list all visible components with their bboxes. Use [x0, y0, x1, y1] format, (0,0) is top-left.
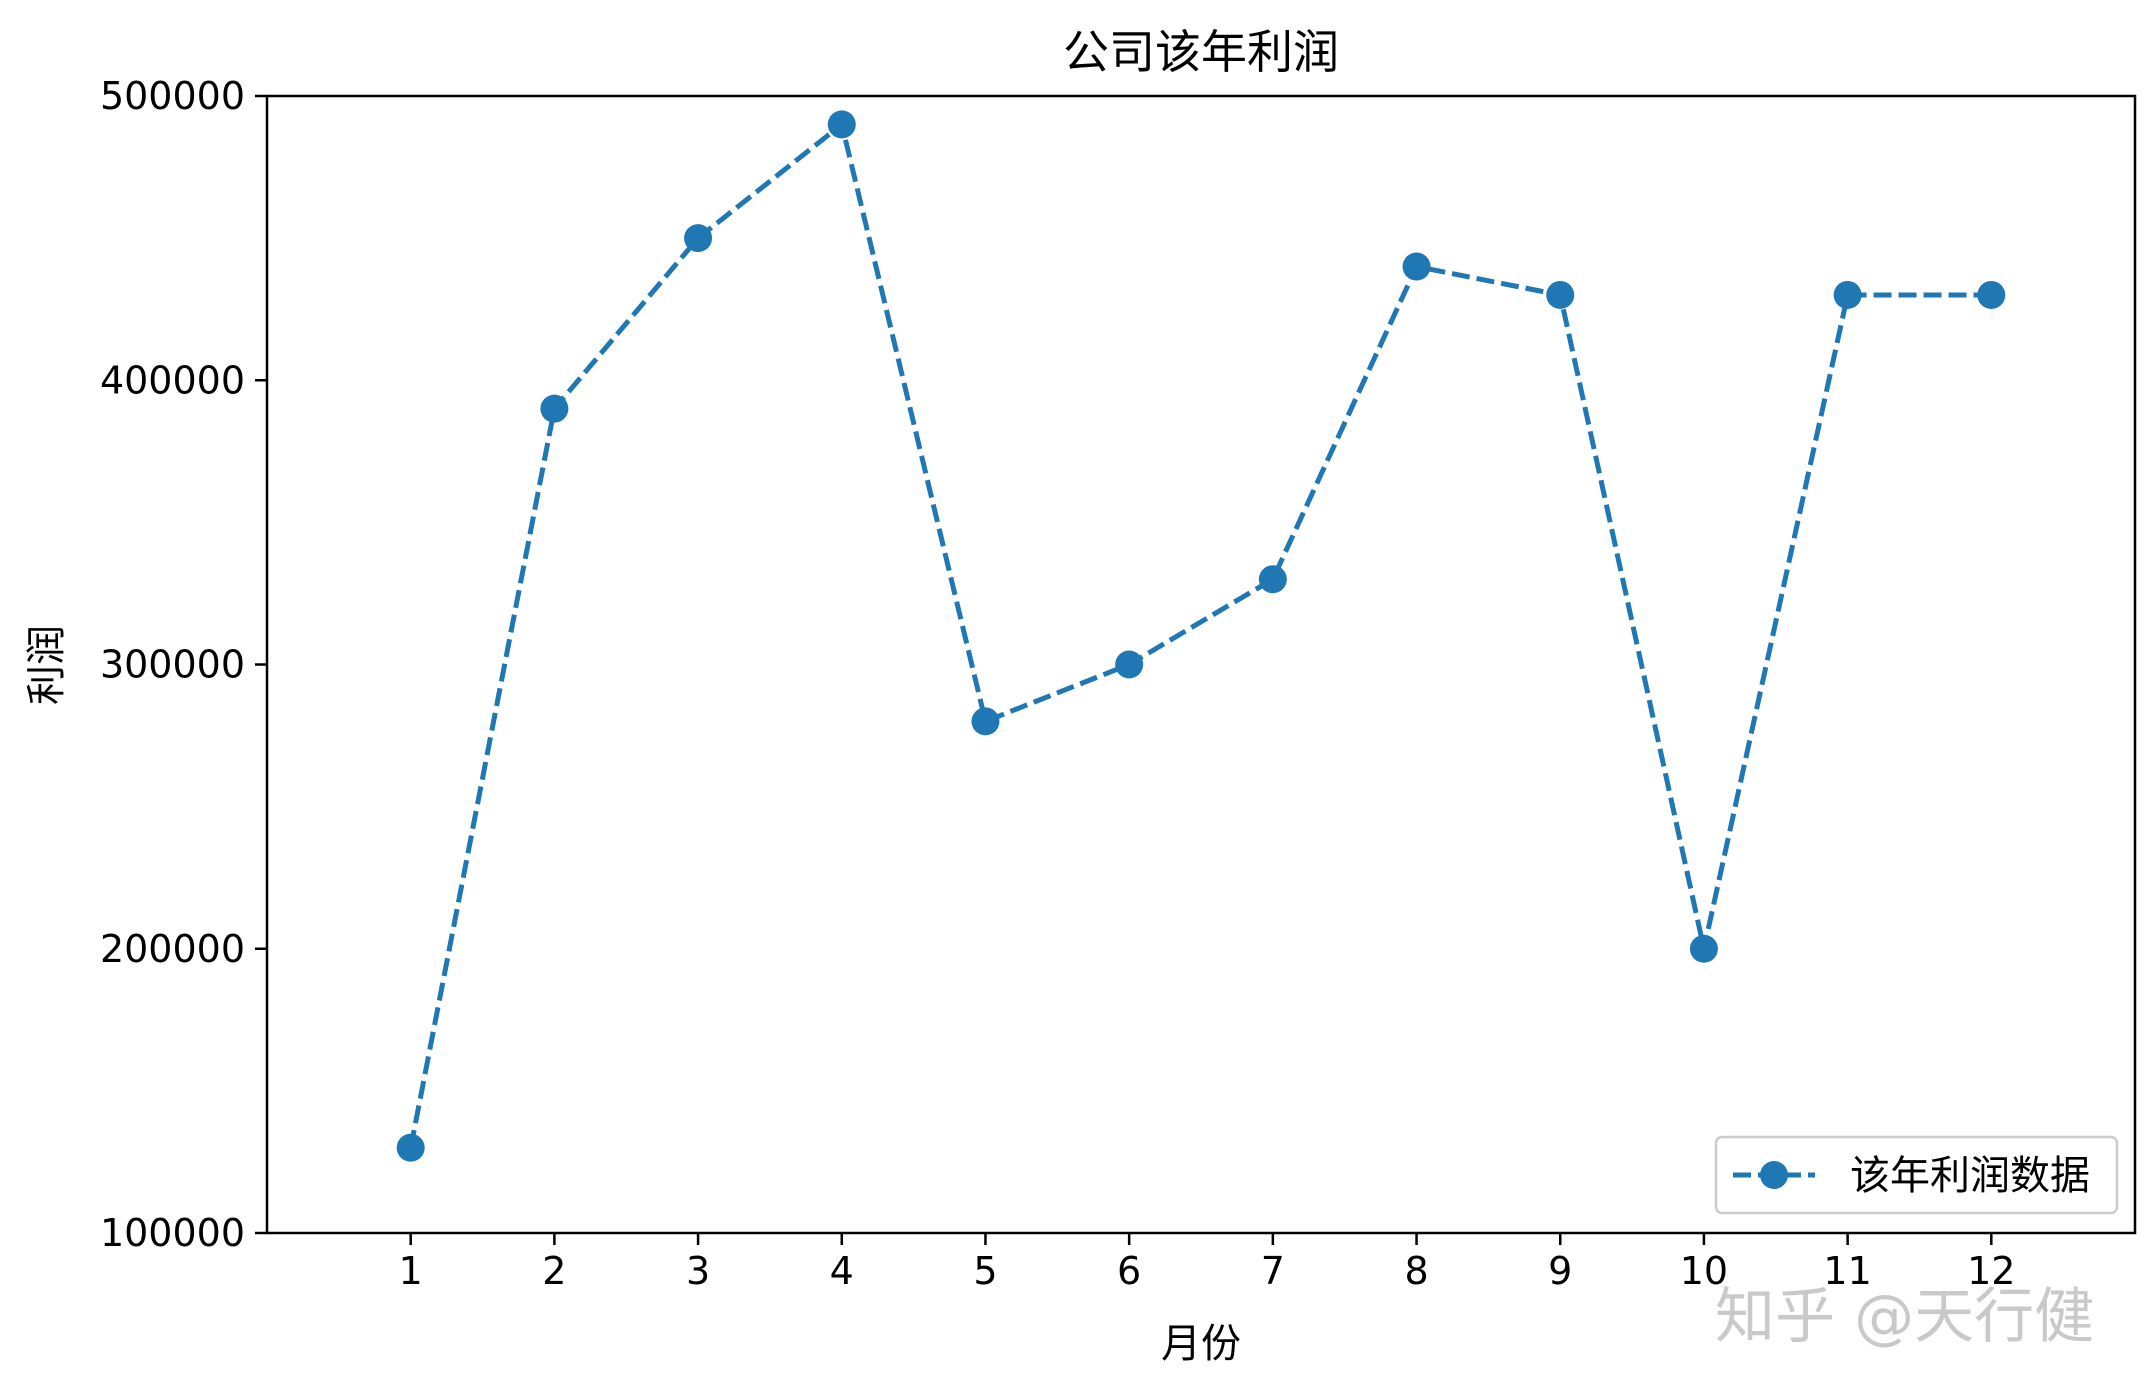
y-tick-label: 300000 — [100, 643, 245, 687]
data-point — [1977, 280, 2006, 309]
data-point — [396, 1133, 425, 1162]
watermark-text: 知乎 @天行健 — [1715, 1282, 2094, 1352]
y-tick-label: 200000 — [100, 927, 245, 971]
x-axis-ticks: 1 2 3 4 5 6 7 8 9 10 11 12 — [399, 1233, 2015, 1293]
data-point — [1546, 280, 1575, 309]
x-tick-label: 1 — [399, 1249, 423, 1293]
x-tick-label: 3 — [686, 1249, 710, 1293]
data-point — [971, 707, 1000, 736]
y-tick-label: 400000 — [100, 358, 245, 402]
x-axis-label: 月份 — [1161, 1321, 1241, 1367]
series-line — [408, 121, 1992, 1149]
y-axis-label: 利润 — [24, 625, 70, 705]
x-tick-label: 5 — [973, 1249, 997, 1293]
data-point — [1689, 934, 1718, 963]
legend-box — [1714, 1135, 2119, 1215]
data-point — [1833, 280, 1862, 309]
data-point — [684, 224, 713, 253]
x-tick-label: 7 — [1261, 1249, 1285, 1293]
x-tick-label: 12 — [1967, 1249, 2015, 1293]
data-point — [1115, 650, 1144, 679]
legend-marker-swatch — [1760, 1161, 1788, 1189]
x-tick-label: 11 — [1823, 1249, 1871, 1293]
data-point — [827, 110, 856, 139]
x-tick-label: 2 — [542, 1249, 566, 1293]
legend-label: 该年利润数据 — [1850, 1153, 2090, 1199]
y-tick-label: 100000 — [100, 1211, 245, 1255]
y-tick-label: 500000 — [100, 74, 245, 118]
x-tick-label: 4 — [830, 1249, 854, 1293]
data-point — [540, 394, 569, 423]
y-axis-ticks: 100000 200000 300000 400000 500000 — [100, 74, 267, 1255]
data-point — [1402, 252, 1431, 281]
x-tick-label: 8 — [1404, 1249, 1428, 1293]
data-point — [1258, 565, 1287, 594]
x-tick-label: 6 — [1117, 1249, 1141, 1293]
chart-title: 公司该年利润 — [1063, 25, 1339, 79]
legend: 该年利润数据 — [1714, 1135, 2119, 1215]
x-tick-label: 9 — [1548, 1249, 1572, 1293]
series-layer — [396, 110, 2006, 1162]
x-tick-label: 10 — [1680, 1249, 1728, 1293]
plot-frame — [265, 94, 2137, 1235]
